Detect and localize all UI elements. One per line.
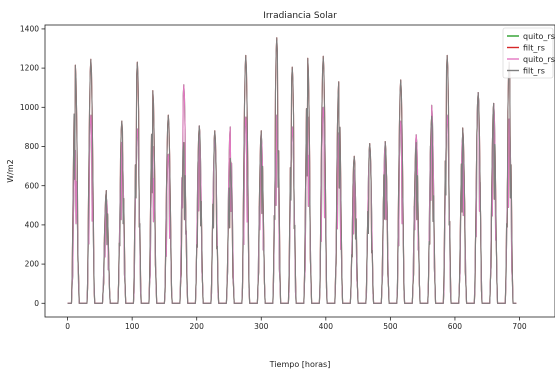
y-axis-ticks: 0 200 400 600 800 1000 1200 1400 bbox=[20, 25, 45, 308]
legend: quito_rs filt_rs quito_rs filt_rs bbox=[502, 27, 555, 79]
x-tick-label: 500 bbox=[383, 322, 398, 331]
x-axis-label: Tiempo [horas] bbox=[269, 360, 331, 369]
x-tick-label: 0 bbox=[65, 322, 70, 331]
legend-box bbox=[502, 27, 554, 79]
y-tick-label: 1400 bbox=[20, 25, 39, 34]
plot-frame bbox=[44, 24, 555, 318]
x-tick-label: 300 bbox=[254, 322, 269, 331]
chart-title: Irradiancia Solar bbox=[263, 11, 337, 21]
x-axis-ticks: 0 100 200 300 400 500 600 700 bbox=[65, 317, 527, 331]
x-tick-label: 200 bbox=[190, 322, 205, 331]
y-tick-label: 600 bbox=[25, 181, 40, 190]
x-tick-label: 100 bbox=[125, 322, 140, 331]
y-tick-label: 1200 bbox=[20, 64, 39, 73]
y-tick-label: 1000 bbox=[20, 103, 39, 112]
y-tick-label: 0 bbox=[34, 299, 39, 308]
series-line-4 bbox=[67, 37, 517, 304]
x-tick-label: 700 bbox=[512, 322, 527, 331]
y-tick-label: 800 bbox=[25, 142, 40, 151]
legend-entry: quito_rs bbox=[523, 32, 555, 41]
y-tick-label: 200 bbox=[25, 260, 40, 269]
x-tick-label: 600 bbox=[448, 322, 463, 331]
x-tick-label: 400 bbox=[319, 322, 334, 331]
legend-entry: filt_rs bbox=[523, 43, 545, 52]
legend-entry: quito_rs bbox=[523, 55, 555, 64]
y-axis-label: W/m2 bbox=[6, 159, 15, 183]
plot-lines bbox=[67, 37, 517, 304]
y-tick-label: 400 bbox=[25, 220, 40, 229]
legend-entry: filt_rs bbox=[523, 66, 545, 75]
